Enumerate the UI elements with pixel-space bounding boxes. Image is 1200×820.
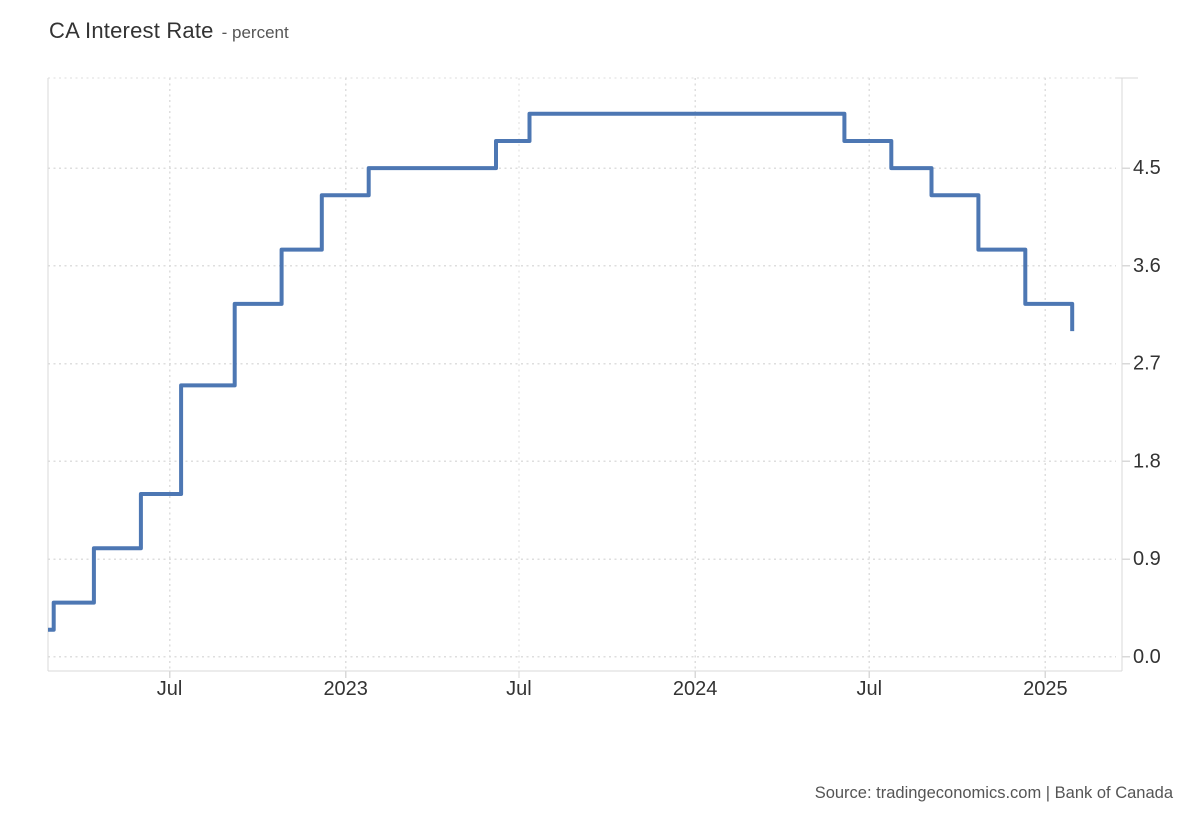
y-tick-label: 0.0 [1133,646,1161,668]
x-tick-label: 2023 [323,678,368,700]
chart-title: CA Interest Rate [49,18,214,43]
x-tick-label: Jul [157,678,183,700]
x-tick-label: Jul [506,678,532,700]
x-tick-label: 2024 [673,678,718,700]
y-tick-label: 2.7 [1133,353,1161,375]
rate-step-line[interactable] [48,111,1075,632]
y-tick-label: 0.9 [1133,548,1161,570]
y-tick-label: 3.6 [1133,255,1161,277]
chart-subtitle: - percent [221,23,289,42]
source-attribution: Source: tradingeconomics.com | Bank of C… [814,784,1173,802]
y-tick-label: 1.8 [1133,450,1161,472]
chart-header: CA Interest Rate - percent [49,18,289,44]
y-tick-label: 4.5 [1133,157,1161,179]
x-tick-label: 2025 [1023,678,1068,700]
x-tick-label: Jul [857,678,883,700]
